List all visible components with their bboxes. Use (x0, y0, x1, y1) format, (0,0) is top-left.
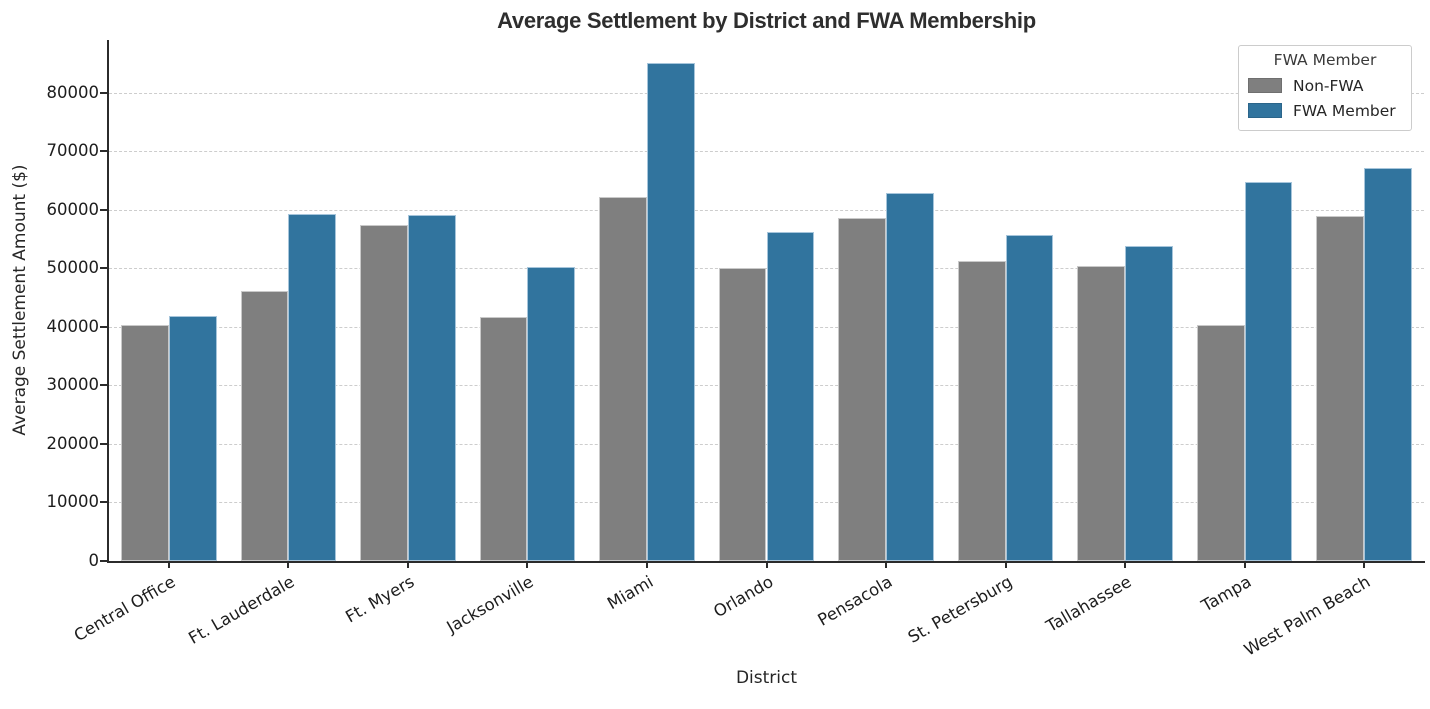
x-axis-label: District (735, 668, 798, 688)
bar-fwa-member-pensacola (886, 193, 934, 561)
y-tick-label-80000: 80000 (46, 82, 100, 102)
bar-non-fwa-central-office (120, 324, 169, 561)
x-tick-mark (526, 563, 529, 568)
legend-label-non-fwa: Non-FWA (1293, 76, 1364, 95)
y-tick-mark (100, 442, 107, 445)
y-tick-mark (100, 208, 107, 211)
bar-fwa-member-st-petersburg (1005, 234, 1054, 561)
y-tick-label-20000: 20000 (46, 433, 100, 453)
bar-non-fwa-ft-myers (360, 224, 408, 561)
x-axis-spine (107, 561, 1425, 563)
y-tick-mark (100, 91, 107, 94)
bar-non-fwa-st-petersburg (957, 261, 1006, 561)
x-tick-mark (1004, 563, 1007, 568)
bar-fwa-member-central-office (168, 315, 217, 561)
bar-non-fwa-miami (599, 197, 647, 561)
x-tick-mark (287, 563, 290, 568)
bar-fwa-member-jacksonville (527, 267, 576, 561)
y-tick-mark (100, 384, 107, 387)
y-tick-label-40000: 40000 (46, 316, 100, 336)
legend-entry-fwa-member: FWA Member (1248, 98, 1402, 123)
y-tick-mark (100, 267, 107, 270)
legend: FWA Member Non-FWA FWA Member (1238, 45, 1412, 131)
gridline-60000 (109, 209, 1424, 211)
bar-fwa-member-orlando (766, 232, 815, 561)
chart-title: Average Settlement by District and FWA M… (497, 8, 1036, 33)
x-tick-mark (1124, 563, 1127, 568)
bar-non-fwa-ft-lauderdale (240, 290, 289, 561)
x-tick-mark (167, 563, 170, 568)
y-tick-mark (100, 325, 107, 328)
bar-fwa-member-ft-myers (407, 215, 456, 561)
gridline-80000 (109, 92, 1424, 94)
y-tick-mark (100, 560, 107, 562)
y-tick-mark (100, 501, 107, 504)
x-tick-mark (885, 563, 888, 568)
plot-area (109, 40, 1424, 561)
bar-fwa-member-west-palm-beach (1364, 167, 1413, 561)
bar-non-fwa-tampa (1196, 324, 1245, 561)
x-tick-mark (645, 563, 648, 568)
legend-swatch-fwa-member (1248, 103, 1282, 118)
x-tick-mark (765, 563, 768, 568)
bar-non-fwa-jacksonville (479, 317, 528, 561)
y-tick-label-0: 0 (88, 551, 100, 570)
bar-non-fwa-tallahassee (1077, 265, 1126, 561)
y-tick-label-50000: 50000 (46, 258, 100, 278)
y-tick-mark (100, 150, 107, 153)
bar-fwa-member-ft-lauderdale (288, 214, 337, 561)
legend-title: FWA Member (1273, 51, 1377, 69)
bar-non-fwa-pensacola (838, 217, 887, 561)
x-tick-mark (1243, 563, 1246, 568)
bar-non-fwa-west-palm-beach (1316, 215, 1365, 561)
y-tick-label-70000: 70000 (46, 141, 100, 161)
bar-fwa-member-miami (646, 63, 695, 561)
legend-entry-non-fwa: Non-FWA (1248, 73, 1402, 98)
y-tick-label-10000: 10000 (46, 492, 100, 512)
bar-fwa-member-tampa (1244, 181, 1293, 561)
gridline-70000 (109, 151, 1424, 153)
legend-label-fwa-member: FWA Member (1293, 101, 1396, 120)
bar-fwa-member-tallahassee (1125, 246, 1173, 561)
x-tick-mark (1363, 563, 1366, 568)
y-tick-label-30000: 30000 (46, 375, 100, 395)
y-axis-spine (107, 40, 109, 563)
bar-non-fwa-orlando (718, 268, 767, 561)
y-tick-label-60000: 60000 (46, 199, 100, 219)
x-tick-mark (406, 563, 409, 568)
legend-swatch-non-fwa (1248, 78, 1282, 93)
